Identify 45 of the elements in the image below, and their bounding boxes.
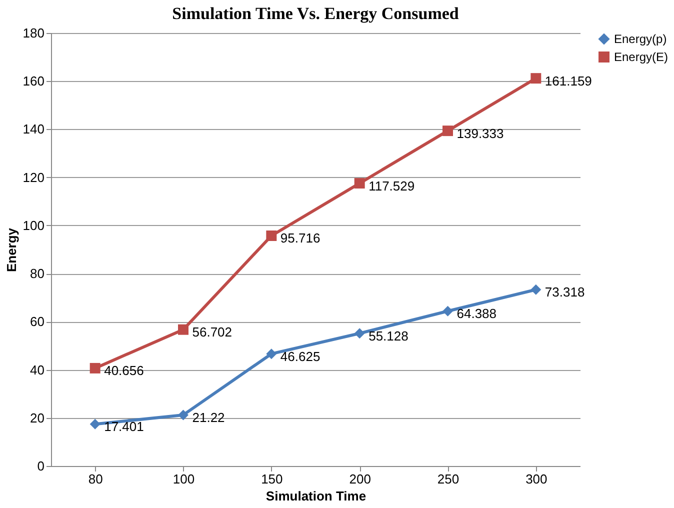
y-tick-label: 40 bbox=[30, 362, 44, 378]
point bbox=[442, 306, 453, 316]
x-tick-label: 80 bbox=[88, 472, 103, 486]
x-tick-label: 200 bbox=[349, 472, 371, 486]
data-label: 161.159 bbox=[544, 73, 592, 88]
legend-label: Energy(E) bbox=[614, 50, 668, 64]
point bbox=[354, 328, 365, 339]
data-label: 95.716 bbox=[280, 230, 320, 246]
legend-label: Energy(p) bbox=[614, 32, 667, 46]
y-tick-label: 0 bbox=[37, 458, 44, 474]
data-label: 139.333 bbox=[456, 126, 504, 141]
data-label: 117.529 bbox=[368, 178, 415, 194]
point bbox=[354, 178, 365, 189]
point bbox=[530, 284, 542, 295]
y-tick-label: 80 bbox=[30, 266, 44, 282]
point bbox=[442, 126, 453, 136]
data-label: 40.656 bbox=[104, 363, 144, 378]
point bbox=[90, 362, 100, 374]
point bbox=[178, 410, 188, 420]
data-label: 17.401 bbox=[104, 419, 144, 434]
data-label: 21.22 bbox=[192, 410, 225, 425]
y-tick-label: 100 bbox=[22, 218, 44, 233]
chart-title: Simulation Time Vs. Energy Consumed bbox=[172, 4, 460, 23]
data-label: 55.128 bbox=[368, 328, 408, 344]
x-axis-title: Simulation Time bbox=[266, 488, 366, 504]
x-tick-label: 150 bbox=[261, 472, 283, 486]
y-tick-label: 160 bbox=[22, 74, 44, 89]
point bbox=[90, 418, 100, 430]
y-tick-label: 140 bbox=[22, 122, 44, 137]
data-label: 64.388 bbox=[456, 306, 497, 322]
x-tick-label: 250 bbox=[437, 472, 460, 486]
point bbox=[178, 324, 188, 335]
y-tick-label: 60 bbox=[30, 314, 44, 330]
x-tick-label: 300 bbox=[526, 472, 548, 486]
point bbox=[266, 348, 277, 360]
y-tick-label: 20 bbox=[30, 410, 44, 426]
y-tick-label: 180 bbox=[22, 26, 44, 40]
x-tick-label: 100 bbox=[172, 472, 195, 486]
y-axis-title: Energy bbox=[4, 227, 19, 272]
data-label: 56.702 bbox=[192, 324, 232, 340]
y-tick-label: 120 bbox=[22, 170, 44, 185]
data-label: 46.625 bbox=[280, 348, 320, 364]
data-label: 73.318 bbox=[544, 284, 585, 300]
point bbox=[266, 230, 277, 241]
point bbox=[530, 73, 542, 84]
